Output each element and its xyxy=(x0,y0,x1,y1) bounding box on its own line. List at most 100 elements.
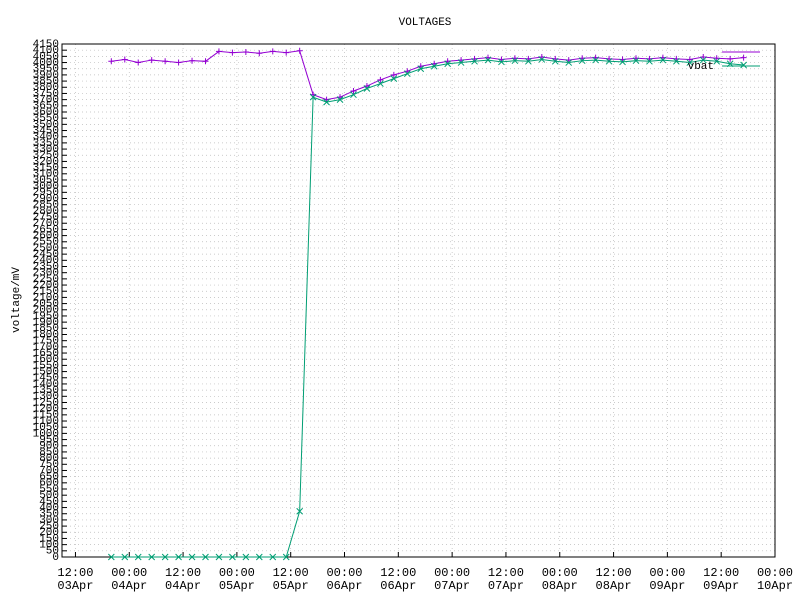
y-tick-label: 700 xyxy=(39,465,59,477)
point xyxy=(229,49,236,56)
point xyxy=(713,55,720,62)
y-tick-label: 2150 xyxy=(33,286,59,298)
y-tick-label: 1850 xyxy=(33,323,59,335)
point xyxy=(202,553,209,561)
y-tick-label: 450 xyxy=(39,496,59,508)
point xyxy=(686,56,693,63)
y-tick-label: 1050 xyxy=(33,422,59,434)
y-tick-label: 1250 xyxy=(33,397,59,409)
point xyxy=(377,76,384,83)
y-tick-label: 2550 xyxy=(33,237,59,249)
y-tick-label: 3350 xyxy=(33,138,59,150)
y-tick-label: 3400 xyxy=(33,132,59,144)
point xyxy=(700,53,707,60)
x-tick-label: 12:00 08Apr xyxy=(595,566,632,593)
point xyxy=(740,54,747,61)
point xyxy=(363,85,371,92)
y-tick-label: 150 xyxy=(39,533,59,545)
x-tick-label: 00:00 08Apr xyxy=(541,566,578,593)
y-tick-label: 900 xyxy=(39,441,59,453)
x-tick-label: 12:00 06Apr xyxy=(380,566,417,593)
y-tick-label: 3100 xyxy=(33,169,59,181)
point xyxy=(592,56,599,64)
point xyxy=(484,56,492,64)
y-tick-label: 3300 xyxy=(33,144,59,156)
point xyxy=(162,58,169,65)
point xyxy=(377,80,384,87)
y-tick-label: 2800 xyxy=(33,206,59,218)
y-tick-label: 2900 xyxy=(33,193,59,205)
point xyxy=(161,553,169,561)
plot-frame xyxy=(61,43,776,558)
point xyxy=(727,55,734,62)
y-tick-label: 650 xyxy=(39,472,59,484)
point xyxy=(336,96,344,103)
y-tick-label: 2000 xyxy=(33,305,59,317)
point xyxy=(578,57,586,65)
point xyxy=(175,553,182,561)
point xyxy=(175,59,182,66)
point xyxy=(134,553,142,561)
point xyxy=(296,47,303,54)
y-tick-label: 250 xyxy=(39,521,59,533)
point xyxy=(403,70,411,78)
y-tick-label: 1750 xyxy=(33,336,59,348)
point xyxy=(525,57,532,65)
y-tick-label: 2750 xyxy=(33,212,59,224)
x-tick-label: 12:00 03Apr xyxy=(57,566,94,593)
y-tick-label: 2350 xyxy=(33,261,59,273)
y-tick-label: 1900 xyxy=(33,317,59,329)
y-tick-label: 3850 xyxy=(33,76,59,88)
y-tick-label: 1950 xyxy=(33,311,59,323)
chart-title: VOLTAGES xyxy=(399,17,452,29)
y-tick-label: 2400 xyxy=(33,255,59,267)
point xyxy=(121,553,129,561)
y-tick-label: 2300 xyxy=(33,268,59,280)
y-tick-label: 1100 xyxy=(33,416,59,428)
y-tick-label: 1550 xyxy=(33,360,59,372)
x-tick-label: 00:00 06Apr xyxy=(326,566,363,593)
point xyxy=(296,507,304,515)
y-tick-label: 3000 xyxy=(33,181,59,193)
y-tick-label: 500 xyxy=(39,490,59,502)
y-tick-label: 1600 xyxy=(33,354,59,366)
y-tick-label: 2500 xyxy=(33,243,59,255)
y-tick-label: 100 xyxy=(39,540,59,552)
y-tick-label: 1000 xyxy=(33,428,59,440)
y-tick-label: 600 xyxy=(39,478,59,490)
y-tick-label: 3050 xyxy=(33,175,59,187)
point xyxy=(632,57,640,65)
x-tick-label: 00:00 07Apr xyxy=(434,566,471,593)
series-line xyxy=(111,58,744,558)
y-tick-label: 2700 xyxy=(33,218,59,230)
y-tick-label: 3500 xyxy=(33,119,59,131)
point xyxy=(511,57,519,65)
y-tick-label: 850 xyxy=(39,447,59,459)
point xyxy=(740,61,747,69)
x-tick-label: 00:00 10Apr xyxy=(756,566,793,593)
point xyxy=(269,553,277,561)
y-tick-label: 950 xyxy=(39,434,59,446)
y-tick-label: 3250 xyxy=(33,150,59,162)
point xyxy=(444,60,452,68)
point xyxy=(350,91,357,99)
y-tick-label: 3200 xyxy=(33,156,59,168)
y-tick-label: 1400 xyxy=(33,379,59,391)
point xyxy=(189,57,196,64)
y-tick-label: 2650 xyxy=(33,224,59,236)
x-tick-label: 00:00 05Apr xyxy=(218,566,255,593)
point xyxy=(713,57,721,65)
y-tick-label: 1300 xyxy=(33,391,59,403)
y-tick-label: 1200 xyxy=(33,404,59,416)
y-tick-label: 400 xyxy=(39,502,59,514)
y-tick-label: 2600 xyxy=(33,231,59,243)
y-tick-label: 2850 xyxy=(33,200,59,212)
y-tick-label: 3450 xyxy=(33,125,59,137)
y-tick-label: 4150 xyxy=(33,39,59,51)
y-axis-label: voltage/mV xyxy=(11,267,23,333)
point xyxy=(699,56,707,64)
point xyxy=(282,553,290,561)
point xyxy=(309,93,317,101)
